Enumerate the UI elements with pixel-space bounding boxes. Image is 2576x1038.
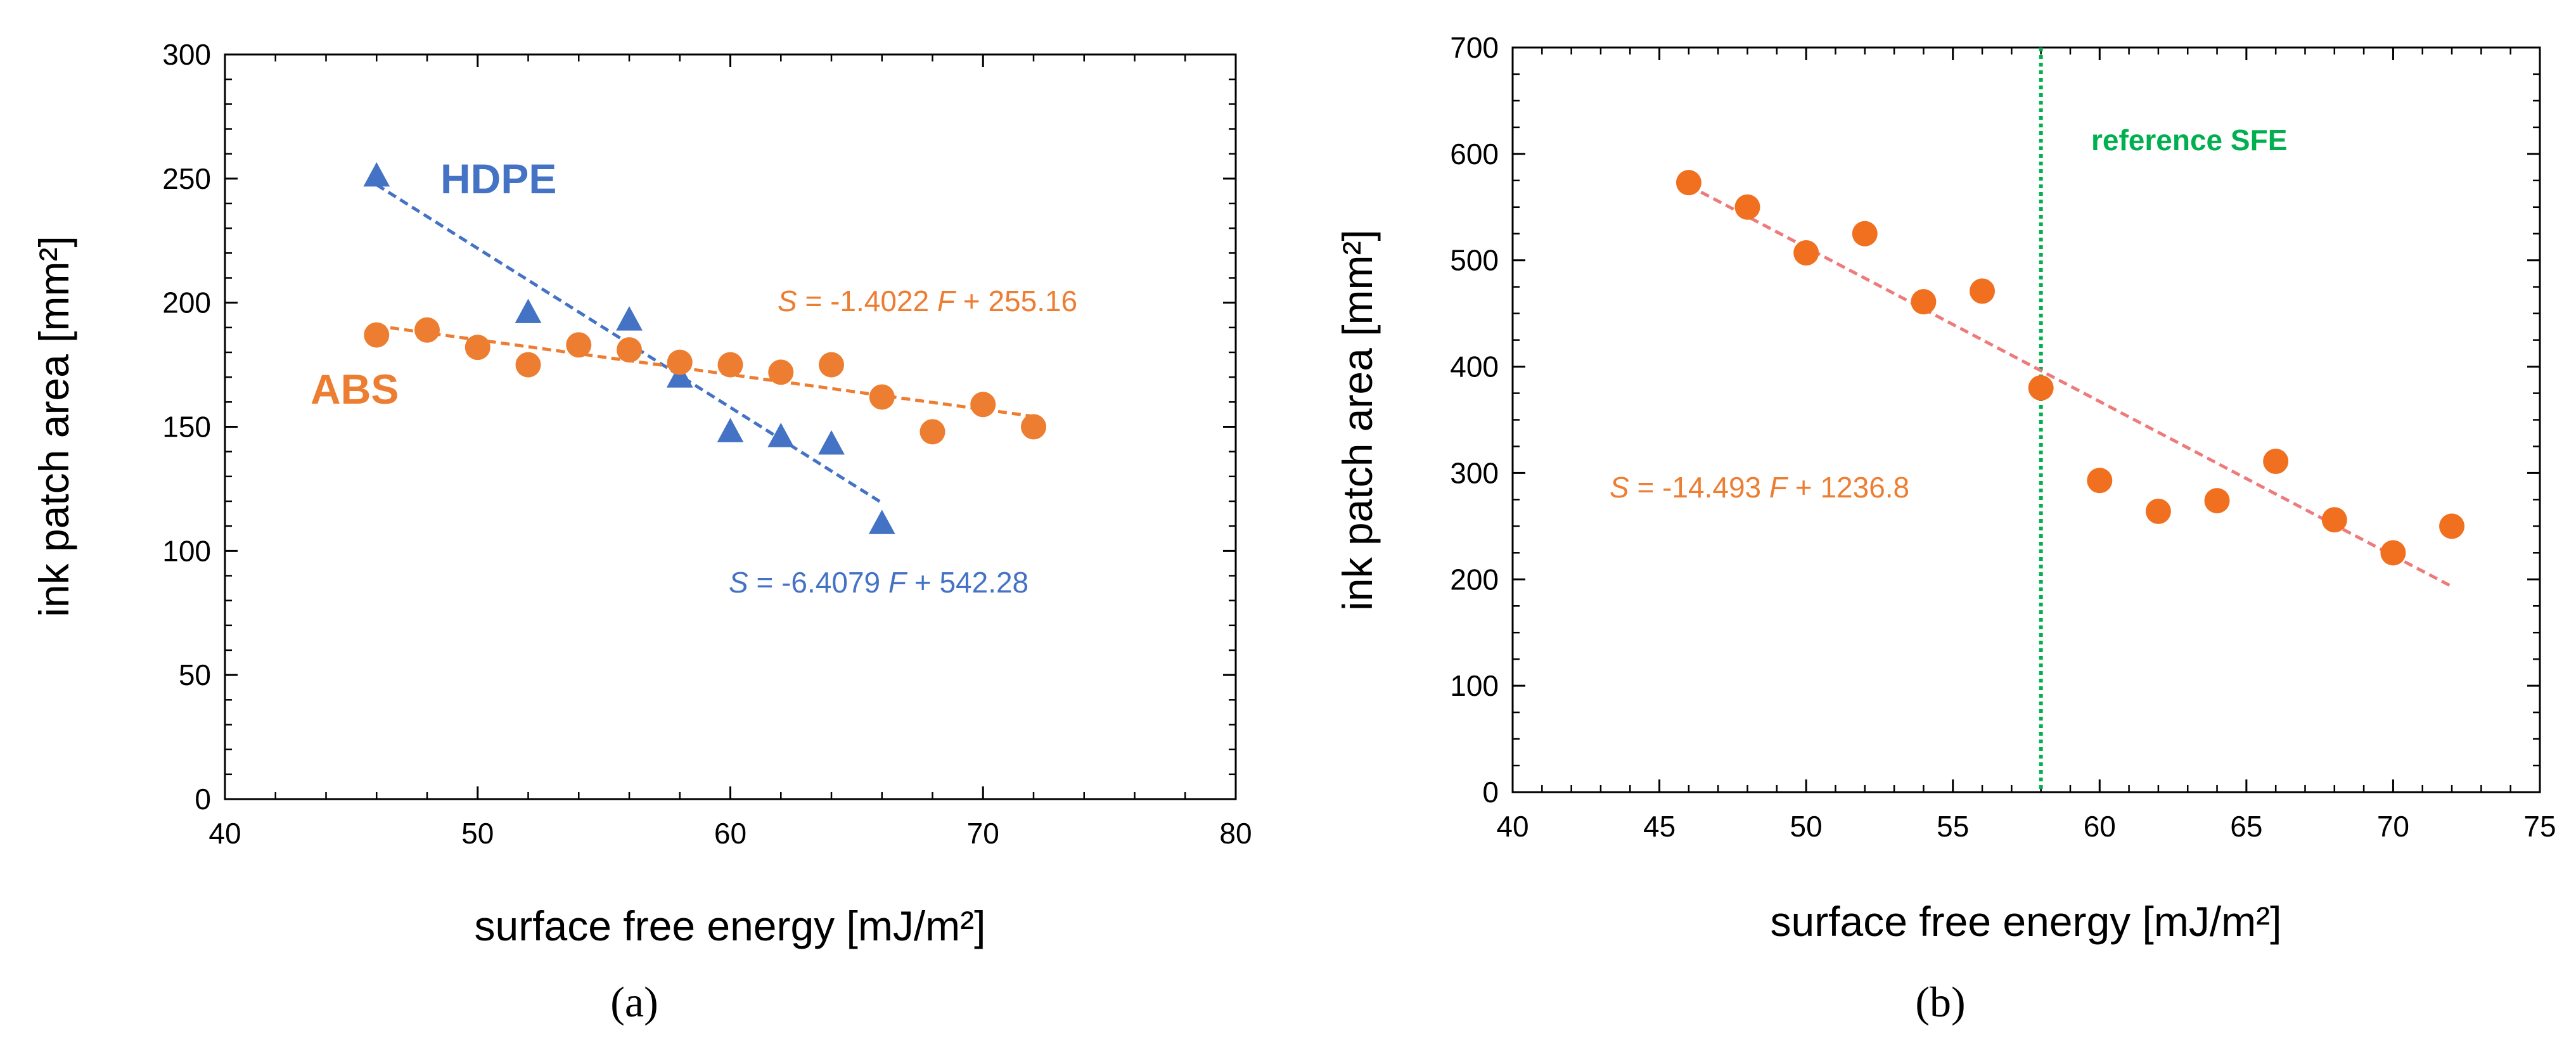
tick-marks-a [224,53,1237,800]
data-point-abs [364,322,390,348]
data-point-abs [819,352,844,378]
x-axis-title-a: surface free energy [mJ/m²] [475,902,986,949]
data-point-abs [768,359,794,385]
panel-label-b: (b) [1915,978,1965,1026]
y-tick-label: 200 [1450,563,1499,596]
data-point-abs [2321,507,2347,533]
series-label-abs: ABS [311,366,399,413]
data-point-hdpe [666,363,693,388]
reference-label: reference SFE [2091,124,2287,157]
equation-abs-b: S = -14.493 F + 1236.8 [1610,471,1909,504]
y-tick-label: 50 [179,658,211,691]
data-point-abs [970,392,996,418]
data-points-a [363,162,1046,534]
y-tick-label: 100 [162,534,211,567]
data-point-abs [515,352,541,378]
data-point-abs [717,352,743,378]
data-point-abs [2380,540,2406,566]
x-tick-label: 80 [1219,817,1252,850]
y-tick-label: 500 [1450,244,1499,277]
y-tick-label: 0 [1482,776,1499,809]
tick-labels-a: 40 50 60 70 80 0 50 100 150 200 250 300 [162,38,1252,850]
data-point-abs [1970,278,1996,304]
y-tick-label: 0 [195,783,211,816]
series-label-hdpe: HDPE [440,155,556,202]
data-point-abs [465,335,490,361]
data-point-abs [2204,488,2230,514]
y-axis-title-b: ink patch area [mm²] [1334,229,1381,611]
data-point-hdpe [868,509,895,534]
data-point-hdpe [767,423,795,447]
plot-area-b [1511,46,2541,793]
equation-abs-a: S = -1.4022 F + 255.16 [778,285,1077,317]
data-point-abs [566,332,592,358]
y-tick-label: 300 [162,38,211,71]
data-point-hdpe [515,298,542,323]
data-point-abs [1852,221,1878,247]
x-tick-label: 40 [1496,810,1528,843]
data-point-abs [2145,498,2171,524]
y-tick-label: 150 [162,411,211,444]
data-point-abs [667,349,693,375]
x-tick-label: 70 [2377,810,2409,843]
y-tick-label: 250 [162,162,211,195]
data-point-abs [414,317,440,343]
x-tick-label: 60 [714,817,747,850]
data-point-abs [1676,170,1701,196]
x-tick-label: 55 [1937,810,1969,843]
y-tick-label: 200 [162,286,211,319]
tick-marks-b [1511,46,2541,793]
chart-panel-a: 40 50 60 70 80 0 50 100 150 200 250 300 HDPE ABS S … [30,38,1252,1026]
data-points-b [1676,170,2465,566]
y-tick-label: 600 [1450,138,1499,170]
x-tick-label: 60 [2084,810,2116,843]
data-point-abs [2087,468,2113,494]
x-tick-label: 50 [1790,810,1823,843]
data-point-abs [2028,375,2054,401]
data-point-abs [1021,414,1046,440]
data-point-hdpe [717,418,744,442]
x-tick-label: 45 [1643,810,1676,843]
x-axis-title-b: surface free energy [mJ/m²] [1771,898,2282,945]
data-point-abs [1911,289,1937,315]
data-point-abs [1734,194,1760,220]
x-tick-label: 70 [967,817,999,850]
data-point-hdpe [818,430,845,455]
x-tick-label: 40 [208,817,241,850]
panel-label-a: (a) [610,978,658,1026]
data-point-abs [1793,240,1819,266]
data-point-abs [617,337,642,363]
data-point-abs [2439,513,2465,539]
tick-labels-b: 40 45 50 55 60 65 70 75 0 100 200 300 400 500 600 700 [1450,31,2556,843]
y-tick-label: 100 [1450,669,1499,702]
data-point-abs [2263,448,2289,474]
data-point-hdpe [363,162,390,187]
data-point-abs [920,419,945,445]
equation-hdpe-a: S = -6.4079 F + 542.28 [729,566,1028,599]
y-axis-title-a: ink patch area [mm²] [30,236,77,617]
data-point-hdpe [616,306,643,331]
x-tick-label: 65 [2230,810,2262,843]
y-tick-label: 700 [1450,31,1499,64]
y-tick-label: 400 [1450,350,1499,383]
y-tick-label: 300 [1450,456,1499,489]
x-tick-label: 50 [461,817,494,850]
chart-panel-b: 40 45 50 55 60 65 70 75 0 100 200 300 400 500 600 700 r… [1334,31,2556,1026]
data-point-abs [869,384,895,410]
x-tick-label: 75 [2523,810,2556,843]
